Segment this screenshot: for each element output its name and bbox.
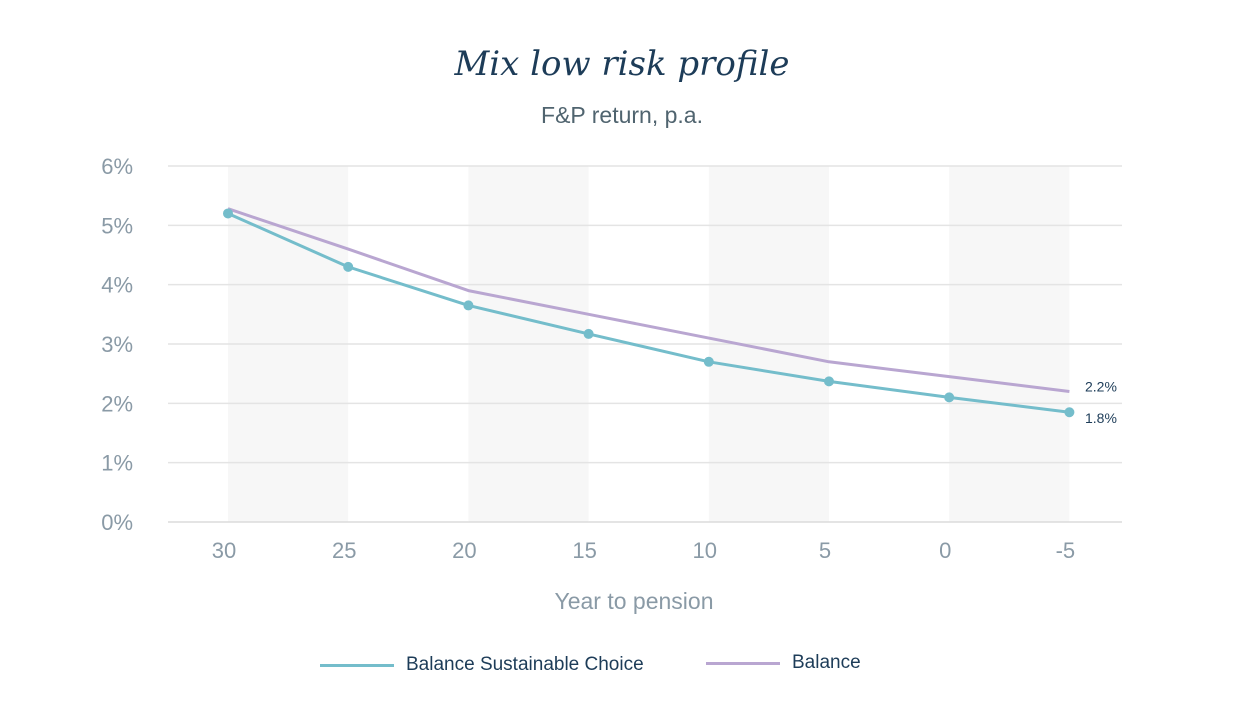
y-tick-label: 2% [101,391,133,416]
y-tick-label: 1% [101,451,133,476]
x-tick-label: 0 [939,538,951,563]
x-tick-label: 25 [332,538,356,563]
legend-swatch-balance [706,661,780,665]
x-tick-label: 5 [819,538,831,563]
end-value-label-0: 1.8% [1085,410,1117,426]
line-chart: 0% 1% 2% 3% 4% 5% 6% 30 25 20 15 10 5 0 -5 Year to pens… [101,154,1122,614]
x-tick-label: 10 [693,538,717,563]
x-tick-label: 15 [572,538,596,563]
end-value-label-1: 2.2% [1085,378,1117,394]
x-tick-label: 30 [212,538,236,563]
data-point [703,356,714,367]
x-tick-label: 20 [452,538,476,563]
legend-swatch-sustainable [320,663,394,667]
legend-item-balance: Balance [706,652,861,674]
data-point [824,376,834,387]
y-tick-label: 5% [101,213,133,238]
y-tick-label: 4% [101,273,133,298]
data-point [223,208,233,219]
y-tick-label: 3% [101,332,133,357]
data-point [343,261,354,272]
series-line-0 [227,212,1070,414]
data-point [944,392,955,403]
legend-item-sustainable: Balance Sustainable Choice [320,654,644,676]
legend-label-sustainable: Balance Sustainable Choice [406,654,644,675]
data-point [583,328,594,339]
legend: Balance Sustainable Choice Balance [0,652,1244,682]
legend-label-balance: Balance [792,652,861,673]
data-point [463,300,474,311]
series-line-1 [227,207,1070,393]
y-tick-label: 6% [101,154,133,179]
y-tick-label: 0% [101,510,133,535]
chart-title: Mix low risk profile [454,44,790,84]
x-axis-label: Year to pension [554,588,713,614]
chart-subtitle: F&P return, p.a. [541,102,703,128]
data-point [1064,407,1075,418]
x-tick-label: -5 [1056,538,1076,563]
